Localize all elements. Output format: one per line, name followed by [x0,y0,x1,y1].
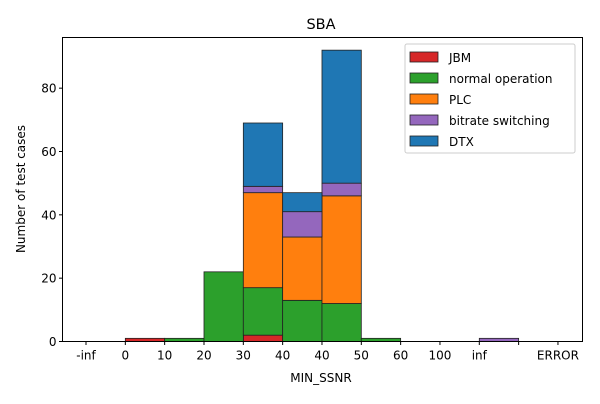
legend-label: DTX [449,135,474,149]
bars-layer [124,49,520,342]
x-tick-label: 50 [354,349,369,363]
bar-dtx [242,122,284,187]
x-tick-label: 60 [393,349,408,363]
x-tick-label: ERROR [537,349,579,363]
legend-swatch [409,114,439,126]
bar-normal-operation [203,271,244,342]
x-tick-label: 40 [275,349,290,363]
y-tick-label: 20 [41,272,56,286]
bar-normal-operation [321,303,362,342]
bar-bitrate-switching [282,211,323,238]
bar-plc [282,236,323,301]
bar-jbm [242,334,284,342]
legend-label: JBM [448,51,471,65]
y-tick-label: 80 [41,82,56,96]
bar-dtx [321,49,362,184]
x-axis-label: MIN_SSNR [290,371,351,385]
x-tick-label: -inf [76,349,96,363]
bar-normal-operation [242,287,284,336]
y-tick-label: 60 [41,145,56,159]
x-tick-label: 40 [314,349,329,363]
bar-plc [321,195,362,304]
legend-label: bitrate switching [449,114,550,128]
legend-swatch [409,72,439,84]
plot-frame [62,37,583,342]
legend-label: normal operation [449,72,552,86]
bar-bitrate-switching [321,182,362,197]
chart-title: SBA [306,17,335,33]
x-tick-label: 0 [122,349,130,363]
legend-swatch [409,135,439,147]
legend-label: PLC [449,93,471,107]
y-axis: 0 20 40 60 80 [41,82,63,349]
legend-swatch [409,93,439,105]
legend-box [404,43,576,154]
y-tick-label: 40 [41,208,56,222]
x-axis: -inf 0 10 20 30 40 40 50 60 100 inf ERROR [76,341,579,363]
x-tick-label: 10 [157,349,172,363]
y-tick-label: 0 [49,335,57,349]
legend: JBM normal operation PLC bitrate switching D… [404,43,576,154]
x-tick-label: inf [472,349,488,363]
bar-normal-operation [282,299,323,342]
x-tick-label: 30 [236,349,251,363]
bar-bitrate-switching [242,185,284,194]
y-axis-label: Number of test cases [14,125,28,253]
legend-swatch [409,51,439,63]
bar-plc [242,192,284,289]
bar-dtx [282,192,323,213]
x-tick-label: 20 [196,349,211,363]
x-tick-label: 100 [429,349,452,363]
